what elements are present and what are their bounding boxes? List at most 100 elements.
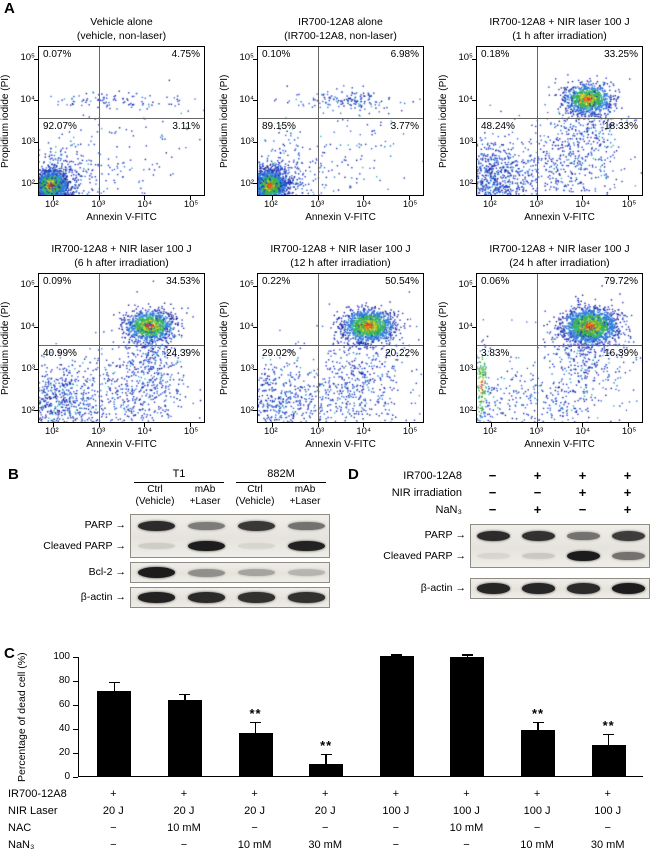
quadrant-percent-upper-left: 0.22% <box>262 276 291 287</box>
chart-condition-values: + + + + + + + + <box>78 788 643 800</box>
x-tick-mark <box>98 195 100 200</box>
x-tick-label: 10³ <box>310 426 325 437</box>
flow-plot-title-line2: (24 h after irradiation) <box>509 256 610 269</box>
blot-row-label-text: PARP <box>84 519 113 531</box>
condition-symbol: + <box>533 502 542 517</box>
flow-plot-area: 0.22% 50.54% 29.02% 20.22% <box>253 273 424 427</box>
chart-condition-value: − <box>392 839 400 851</box>
blot-band <box>237 592 275 603</box>
chart-condition-value: − <box>321 822 329 834</box>
arrow-icon: → <box>455 582 467 594</box>
condition-label: NIR irradiation <box>391 487 462 499</box>
error-bar-cap <box>391 654 403 656</box>
quadrant-horizontal-line <box>39 118 204 120</box>
y-tick-label: 10⁵ <box>239 52 254 64</box>
chart-condition-value: + <box>180 788 188 800</box>
x-axis-tick-labels: 10² 10³ 10⁴ 10⁵ <box>476 199 643 211</box>
error-bar-cap <box>461 654 473 656</box>
chart-condition-value: 100 J <box>594 805 622 817</box>
y-tick-mark <box>34 368 39 370</box>
y-tick-label: 10⁵ <box>239 279 254 291</box>
chart-y-tick-mark <box>73 776 78 778</box>
flow-plot-area: 0.07% 4.75% 92.07% 3.11% <box>34 46 205 200</box>
flow-plot-body: Propidium iodide (PI) 10² 10³ 10⁴ 10⁵ 0.10%… <box>219 46 438 200</box>
quadrant-percent-lower-right: 20.22% <box>385 348 419 360</box>
y-axis-tick-labels: 10² 10³ 10⁴ 10⁵ <box>12 46 38 196</box>
quadrant-percent-lower-left: 92.07% <box>43 121 77 133</box>
x-tick-mark <box>582 422 584 427</box>
chart-y-tick-mark <box>73 752 78 754</box>
significance-marker: ** <box>532 706 545 721</box>
bar <box>379 656 414 776</box>
x-tick-mark <box>271 422 273 427</box>
quadrant-percent-lower-left: 89.15% <box>262 121 296 133</box>
bar <box>309 764 344 776</box>
chart-condition-value: 20 J <box>314 805 336 817</box>
chart-condition-value: − <box>392 822 400 834</box>
chart-condition-row: NIR Laser 20 J 20 J 20 J 20 J 100 J 100 J 100 J… <box>0 804 657 821</box>
quadrant-percent-upper-right: 50.54% <box>385 276 419 287</box>
x-tick-mark <box>628 195 630 200</box>
quadrant-percent-upper-right: 34.53% <box>166 276 200 287</box>
flow-plot-title-line1: IR700-12A8 + NIR laser 100 J <box>51 243 192 255</box>
flow-plot-title-line1: IR700-12A8 alone <box>298 16 383 28</box>
chart-condition-value: 30 mM <box>590 839 625 851</box>
condition-symbol: − <box>488 468 497 483</box>
arrow-icon: → <box>455 550 467 562</box>
condition-symbol: + <box>578 485 587 500</box>
x-axis-tick-labels: 10² 10³ 10⁴ 10⁵ <box>257 426 424 438</box>
chart-condition-value: − <box>463 839 470 851</box>
flow-plot-area: 0.10% 6.98% 89.15% 3.77% <box>253 46 424 200</box>
error-bar-cap <box>532 721 544 723</box>
lane-label: Ctrl (Vehicle) <box>130 484 180 508</box>
flow-plot-cell: Vehicle alone (vehicle, non-laser) Propi… <box>0 12 219 239</box>
arrow-icon: → <box>115 519 127 531</box>
chart-condition-value: 100 J <box>382 805 410 817</box>
blot-band <box>612 583 645 594</box>
y-tick-label: 10² <box>21 404 35 416</box>
chart-condition-row: NaN₃ − − 10 mM 30 mM − − 10 mM 30 mM <box>0 838 657 855</box>
chart-condition-value: 100 J <box>452 805 480 817</box>
scatter-canvas <box>258 47 423 195</box>
x-tick-label: 10⁴ <box>575 199 591 210</box>
condition-symbol: + <box>578 468 587 483</box>
blot-band <box>137 567 175 578</box>
flow-plot-title: IR700-12A8 + NIR laser 100 J (12 h after… <box>219 243 438 271</box>
y-tick-mark <box>34 59 39 61</box>
quadrant-vertical-line <box>98 274 100 422</box>
flow-plot-cell: IR700-12A8 + NIR laser 100 J (24 h after… <box>438 239 657 466</box>
chart-condition-value: − <box>533 822 541 834</box>
lane-label: Ctrl (Vehicle) <box>230 484 280 508</box>
x-tick-label: 10³ <box>310 199 325 210</box>
error-bar <box>184 694 186 701</box>
y-tick-label: 10² <box>459 404 473 416</box>
blot-band <box>187 568 225 577</box>
error-bar <box>113 682 115 691</box>
x-tick-label: 10⁴ <box>137 426 153 437</box>
x-axis-label: Annexin V-FITC <box>305 212 376 223</box>
x-tick-mark <box>409 195 411 200</box>
group-label-882m: 882M <box>236 468 326 483</box>
x-tick-mark <box>582 195 584 200</box>
x-tick-mark <box>144 195 146 200</box>
quadrant-percent-lower-left: 40.99% <box>43 348 77 360</box>
y-tick-label: 10⁵ <box>458 52 473 64</box>
blot-row-label-cleaved-parp: Cleaved PARP → <box>348 550 466 562</box>
x-tick-label: 10² <box>482 199 497 210</box>
blot-band <box>237 520 275 531</box>
x-tick-mark <box>363 195 365 200</box>
blot-band <box>522 583 555 594</box>
y-axis-label: Propidium iodide (PI) <box>438 301 449 395</box>
chart-condition-value: 100 J <box>523 805 551 817</box>
blot-band <box>612 551 645 561</box>
quadrant-horizontal-line <box>258 345 423 347</box>
quadrant-vertical-line <box>317 274 319 422</box>
error-bar <box>607 734 610 745</box>
error-bar-cap <box>250 721 262 723</box>
x-tick-label: 10² <box>263 426 278 437</box>
chart-condition-values: 20 J 20 J 20 J 20 J 100 J 100 J 100 J 100 J <box>78 805 643 817</box>
error-bar <box>466 654 469 658</box>
chart-y-tick-label: 20 <box>58 747 70 758</box>
chart-condition-values: − − 10 mM 30 mM − − 10 mM 30 mM <box>78 839 643 851</box>
x-tick-mark <box>144 422 146 427</box>
